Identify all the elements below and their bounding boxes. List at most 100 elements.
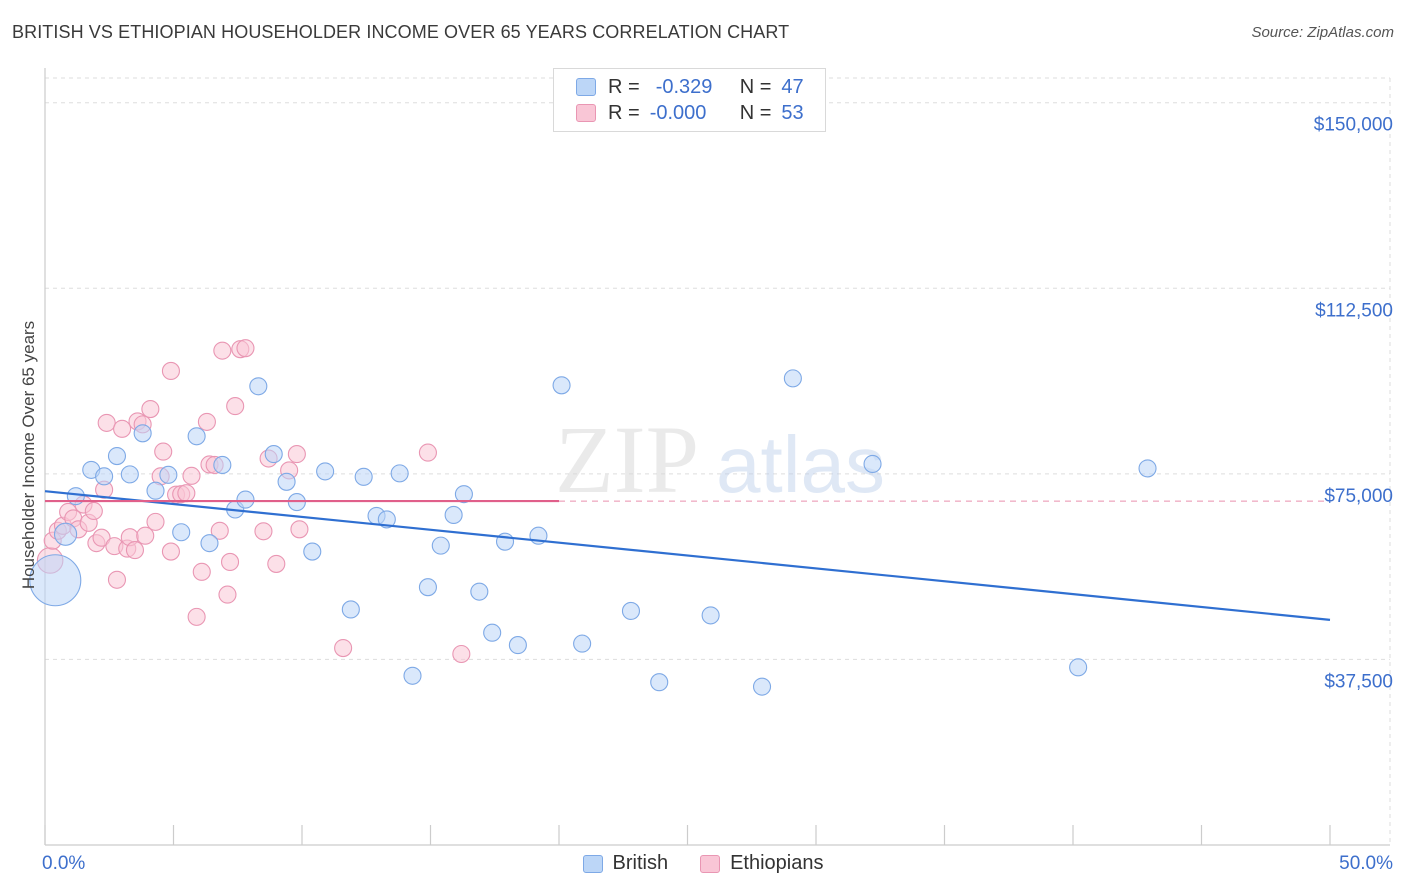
british-point-29	[431, 536, 450, 555]
ethiopians-swatch	[576, 104, 596, 122]
british-point-16	[249, 377, 268, 396]
british-point-31	[454, 485, 473, 504]
ethiopians-point-39	[213, 341, 232, 360]
ethiopians-point-51	[334, 639, 353, 658]
british-point-27	[403, 666, 422, 685]
ethiopians-point-24	[146, 512, 165, 531]
ethiopians-point-9	[84, 501, 103, 521]
british-point-42	[752, 677, 772, 696]
legend-item-ethiopians: Ethiopians	[700, 852, 823, 875]
y-tick-label-3: $150,000	[1314, 115, 1393, 136]
correlation-legend: R = -0.329 N = 47 R = -0.000 N = 53	[553, 68, 826, 132]
ethiopians-point-28	[161, 361, 180, 380]
tick-labels: $37,500 $75,000 $112,500 $150,000 0.0% 50.0%	[42, 115, 1393, 874]
watermark-atlas: atlas	[716, 420, 885, 509]
ethiopians-point-53	[452, 644, 471, 664]
british-point-45	[1069, 658, 1088, 677]
british-point-9	[159, 465, 178, 484]
y-axis-label: Householder Income Over 65 years	[19, 321, 38, 589]
british-point-1	[53, 522, 78, 546]
british-point-4	[95, 467, 114, 486]
british-point-46	[1138, 459, 1157, 478]
british-n-value: 47	[781, 75, 804, 98]
ethiopians-point-38	[210, 521, 229, 540]
ethiopians-r-label: R =	[608, 101, 640, 124]
british-point-23	[354, 467, 373, 486]
ethiopians-legend-label: Ethiopians	[730, 852, 824, 874]
british-point-40	[650, 673, 669, 692]
british-legend-swatch	[582, 854, 603, 873]
ethiopians-point-49	[287, 445, 306, 464]
british-point-15	[236, 490, 255, 509]
british-point-39	[621, 601, 641, 620]
british-trend-line	[44, 490, 1331, 621]
ethiopians-point-52	[418, 443, 437, 462]
legend-row-ethiopians: R = -0.000 N = 53	[576, 100, 804, 126]
ethiopians-point-50	[290, 520, 309, 539]
british-point-21	[316, 462, 335, 481]
british-point-44	[863, 454, 882, 474]
british-point-0	[29, 554, 82, 607]
ethiopians-point-34	[192, 562, 211, 581]
ethiopians-point-13	[97, 413, 116, 432]
ethiopians-point-27	[161, 542, 180, 561]
ethiopians-point-26	[154, 442, 173, 461]
british-point-20	[303, 542, 322, 561]
ethiopians-n-label: N =	[739, 101, 772, 124]
ethiopians-point-47	[267, 554, 286, 573]
ethiopians-point-31	[177, 484, 196, 503]
british-point-22	[341, 600, 360, 619]
y-tick-label-1: $75,000	[1324, 486, 1393, 507]
watermark-zip: ZIP	[555, 406, 699, 513]
british-point-6	[120, 465, 139, 484]
chart-title: BRITISH VS ETHIOPIAN HOUSEHOLDER INCOME …	[12, 22, 790, 42]
british-point-10	[172, 523, 191, 542]
ethiopians-point-45	[254, 522, 273, 541]
british-n-label: N =	[739, 75, 772, 98]
british-point-28	[418, 578, 437, 597]
british-point-41	[701, 606, 720, 625]
ethiopians-point-23	[141, 399, 160, 419]
ethiopians-point-32	[182, 466, 201, 485]
ethiopians-point-42	[226, 397, 245, 416]
british-point-7	[133, 424, 152, 443]
y-tick-label-0: $37,500	[1324, 671, 1393, 692]
british-point-12	[200, 534, 219, 553]
ethiopians-point-41	[220, 552, 240, 572]
ethiopians-point-44	[236, 339, 255, 358]
british-point-32	[470, 582, 489, 601]
british-r-value: -0.329	[655, 75, 713, 98]
british-point-25	[377, 510, 396, 529]
x-tick-label-min: 0.0%	[42, 853, 85, 874]
ethiopians-point-40	[218, 585, 237, 604]
british-point-8	[146, 481, 165, 500]
ethiopians-point-22	[136, 526, 155, 545]
trend-lines	[44, 490, 1331, 621]
ethiopians-r-value: -0.000	[649, 101, 707, 124]
ethiopians-point-19	[125, 541, 144, 560]
british-point-13	[213, 455, 232, 475]
british-point-33	[483, 623, 502, 642]
british-point-38	[573, 634, 592, 653]
ethiopians-point-33	[187, 607, 206, 626]
y-tick-label-2: $112,500	[1315, 300, 1393, 321]
british-point-37	[552, 376, 571, 395]
british-point-30	[444, 505, 463, 524]
british-point-43	[783, 369, 802, 388]
watermark: ZIP atlas	[555, 406, 885, 513]
ethiopians-point-15	[107, 570, 127, 589]
british-point-35	[508, 636, 527, 655]
legend-row-british: R = -0.329 N = 47	[576, 74, 804, 100]
source-credit: Source: ZipAtlas.com	[1251, 24, 1394, 41]
x-tick-label-max: 50.0%	[1339, 853, 1393, 874]
british-point-17	[264, 445, 283, 464]
british-legend-label: British	[612, 852, 669, 874]
axes	[44, 68, 1390, 846]
british-swatch	[576, 78, 596, 96]
british-point-26	[390, 464, 409, 483]
british-point-5	[107, 447, 127, 466]
series-legend: British Ethiopians	[0, 852, 1406, 875]
ethiopians-point-11	[92, 528, 111, 547]
legend-item-british: British	[582, 852, 669, 875]
